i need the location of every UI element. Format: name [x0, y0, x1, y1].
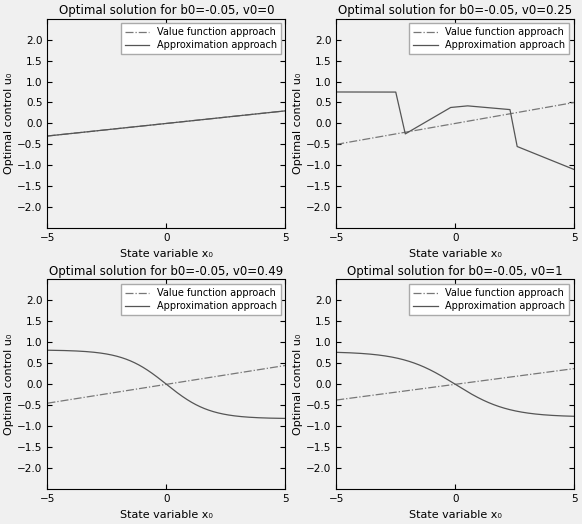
- Title: Optimal solution for b0=-0.05, v0=1: Optimal solution for b0=-0.05, v0=1: [347, 265, 563, 278]
- Approximation approach: [434, 371, 441, 377]
- Value function approach: [282, 362, 289, 368]
- X-axis label: State variable x₀: State variable x₀: [409, 509, 502, 520]
- Value function approach: [277, 363, 284, 369]
- Value function approach: [251, 367, 258, 374]
- Value function approach: [71, 396, 78, 402]
- Value function approach: [135, 386, 142, 392]
- Line: Value function approach: Value function approach: [48, 365, 285, 403]
- Value function approach: [424, 125, 431, 132]
- Line: Value function approach: Value function approach: [336, 103, 574, 145]
- Approximation approach: [424, 118, 431, 124]
- Legend: Value function approach, Approximation approach: Value function approach, Approximation a…: [409, 24, 569, 54]
- Value function approach: [333, 397, 340, 403]
- Approximation approach: [282, 416, 289, 422]
- Value function approach: [434, 384, 441, 390]
- Value function approach: [71, 130, 78, 136]
- Value function approach: [566, 100, 573, 106]
- Title: Optimal solution for b0=-0.05, v0=0.49: Optimal solution for b0=-0.05, v0=0.49: [49, 265, 283, 278]
- Value function approach: [282, 108, 289, 114]
- Approximation approach: [85, 128, 92, 135]
- Approximation approach: [541, 412, 548, 418]
- Legend: Value function approach, Approximation approach: Value function approach, Approximation a…: [120, 285, 281, 315]
- Y-axis label: Optimal control u₀: Optimal control u₀: [293, 73, 303, 174]
- Approximation approach: [333, 349, 340, 355]
- Approximation approach: [374, 89, 381, 95]
- Y-axis label: Optimal control u₀: Optimal control u₀: [293, 334, 303, 435]
- Value function approach: [374, 134, 381, 140]
- Approximation approach: [71, 130, 78, 136]
- X-axis label: State variable x₀: State variable x₀: [409, 249, 502, 259]
- X-axis label: State variable x₀: State variable x₀: [120, 509, 213, 520]
- Value function approach: [541, 369, 548, 376]
- Approximation approach: [360, 351, 367, 357]
- Line: Approximation approach: Approximation approach: [48, 350, 285, 419]
- Line: Value function approach: Value function approach: [336, 368, 574, 400]
- Value function approach: [434, 123, 441, 129]
- Approximation approach: [566, 165, 573, 171]
- Approximation approach: [374, 352, 381, 358]
- Title: Optimal solution for b0=-0.05, v0=0.25: Optimal solution for b0=-0.05, v0=0.25: [338, 4, 572, 17]
- Approximation approach: [146, 368, 152, 374]
- Value function approach: [277, 108, 284, 114]
- Approximation approach: [251, 111, 258, 117]
- Approximation approach: [277, 415, 284, 421]
- Value function approach: [360, 394, 367, 400]
- Approximation approach: [85, 348, 92, 355]
- Value function approach: [251, 111, 258, 117]
- Y-axis label: Optimal control u₀: Optimal control u₀: [5, 334, 15, 435]
- Approximation approach: [282, 108, 289, 114]
- Value function approach: [146, 122, 152, 128]
- Value function approach: [85, 394, 92, 400]
- Approximation approach: [44, 133, 51, 139]
- Value function approach: [135, 123, 142, 129]
- Line: Value function approach: Value function approach: [48, 111, 285, 136]
- X-axis label: State variable x₀: State variable x₀: [120, 249, 213, 259]
- Approximation approach: [333, 89, 340, 95]
- Approximation approach: [571, 167, 578, 173]
- Approximation approach: [434, 112, 441, 118]
- Approximation approach: [277, 108, 284, 114]
- Value function approach: [424, 385, 431, 391]
- Value function approach: [566, 366, 573, 373]
- Legend: Value function approach, Approximation approach: Value function approach, Approximation a…: [120, 24, 281, 54]
- Value function approach: [571, 365, 578, 372]
- Approximation approach: [541, 154, 548, 160]
- Value function approach: [571, 100, 578, 106]
- Approximation approach: [146, 122, 152, 128]
- Approximation approach: [135, 362, 142, 368]
- Line: Approximation approach: Approximation approach: [48, 111, 285, 136]
- Approximation approach: [135, 123, 142, 129]
- Value function approach: [44, 133, 51, 139]
- Approximation approach: [71, 348, 78, 354]
- Value function approach: [85, 128, 92, 135]
- Line: Approximation approach: Approximation approach: [336, 352, 574, 416]
- Value function approach: [44, 400, 51, 406]
- Approximation approach: [360, 89, 367, 95]
- Value function approach: [360, 136, 367, 143]
- Value function approach: [374, 391, 381, 398]
- Y-axis label: Optimal control u₀: Optimal control u₀: [5, 73, 15, 174]
- Title: Optimal solution for b0=-0.05, v0=0: Optimal solution for b0=-0.05, v0=0: [59, 4, 274, 17]
- Approximation approach: [571, 413, 578, 419]
- Legend: Value function approach, Approximation approach: Value function approach, Approximation a…: [409, 285, 569, 315]
- Value function approach: [146, 384, 152, 390]
- Approximation approach: [44, 347, 51, 353]
- Approximation approach: [251, 414, 258, 421]
- Line: Approximation approach: Approximation approach: [336, 92, 574, 170]
- Value function approach: [333, 141, 340, 148]
- Approximation approach: [424, 365, 431, 372]
- Approximation approach: [566, 413, 573, 419]
- Value function approach: [541, 105, 548, 111]
